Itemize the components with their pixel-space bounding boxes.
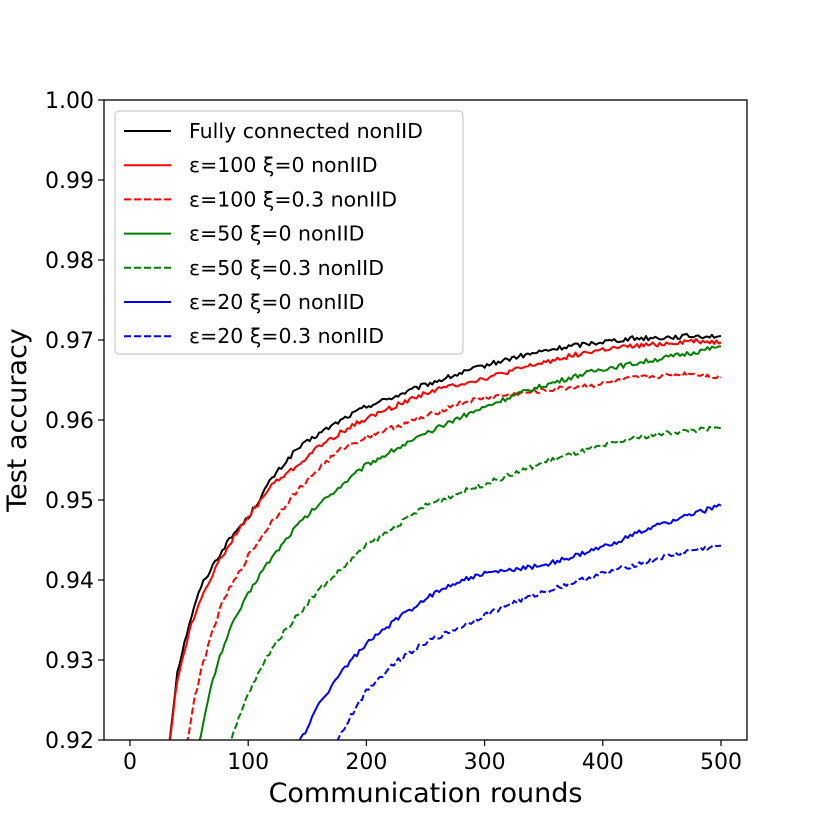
y-tick-label: 0.98 bbox=[45, 249, 94, 274]
legend-label: ε=100 ξ=0.3 nonIID bbox=[189, 187, 397, 211]
y-tick-label: 0.97 bbox=[45, 329, 94, 354]
y-tick-label: 0.93 bbox=[45, 649, 94, 674]
series-line-6 bbox=[336, 544, 722, 740]
plot-area bbox=[168, 332, 722, 740]
y-tick-label: 0.94 bbox=[45, 569, 94, 594]
legend-label: ε=50 ξ=0.3 nonIID bbox=[189, 256, 384, 280]
x-tick-label: 100 bbox=[227, 750, 269, 775]
x-tick-label: 200 bbox=[345, 750, 387, 775]
x-tick-label: 0 bbox=[123, 750, 137, 775]
legend-label: ε=20 ξ=0.3 nonIID bbox=[189, 324, 384, 348]
series-line-5 bbox=[298, 503, 722, 740]
x-tick-label: 400 bbox=[582, 750, 624, 775]
y-tick-label: 0.95 bbox=[45, 489, 94, 514]
legend-label: ε=50 ξ=0 nonIID bbox=[189, 222, 364, 246]
x-axis-title: Communication rounds bbox=[269, 778, 583, 809]
y-axis-title: Test accuracy bbox=[2, 328, 33, 513]
series-line-3 bbox=[198, 345, 721, 740]
plot-frame bbox=[103, 99, 748, 741]
legend: Fully connected nonIID ε=100 ξ=0 nonIID ε=… bbox=[114, 110, 464, 355]
series-line-4 bbox=[230, 425, 721, 739]
legend-box bbox=[114, 110, 464, 355]
legend-label: ε=100 ξ=0 nonIID bbox=[189, 153, 377, 177]
legend-label: Fully connected nonIID bbox=[189, 119, 423, 143]
series-line-1 bbox=[169, 338, 722, 740]
y-tick-label: 0.92 bbox=[45, 729, 94, 754]
y-tick-label: 0.99 bbox=[45, 169, 94, 194]
y-tick-label: 0.96 bbox=[45, 409, 94, 434]
series-line-2 bbox=[186, 371, 722, 740]
y-tick-label: 1.00 bbox=[45, 89, 94, 114]
x-tick-label: 300 bbox=[464, 750, 506, 775]
x-axis-ticks: 0 100 200 300 400 500 bbox=[123, 740, 742, 775]
legend-label: ε=20 ξ=0 nonIID bbox=[189, 290, 364, 314]
y-axis-ticks: 0.92 0.93 0.94 0.95 0.96 0.97 0.98 0.99 1.00 bbox=[45, 89, 104, 754]
x-tick-label: 500 bbox=[700, 750, 742, 775]
